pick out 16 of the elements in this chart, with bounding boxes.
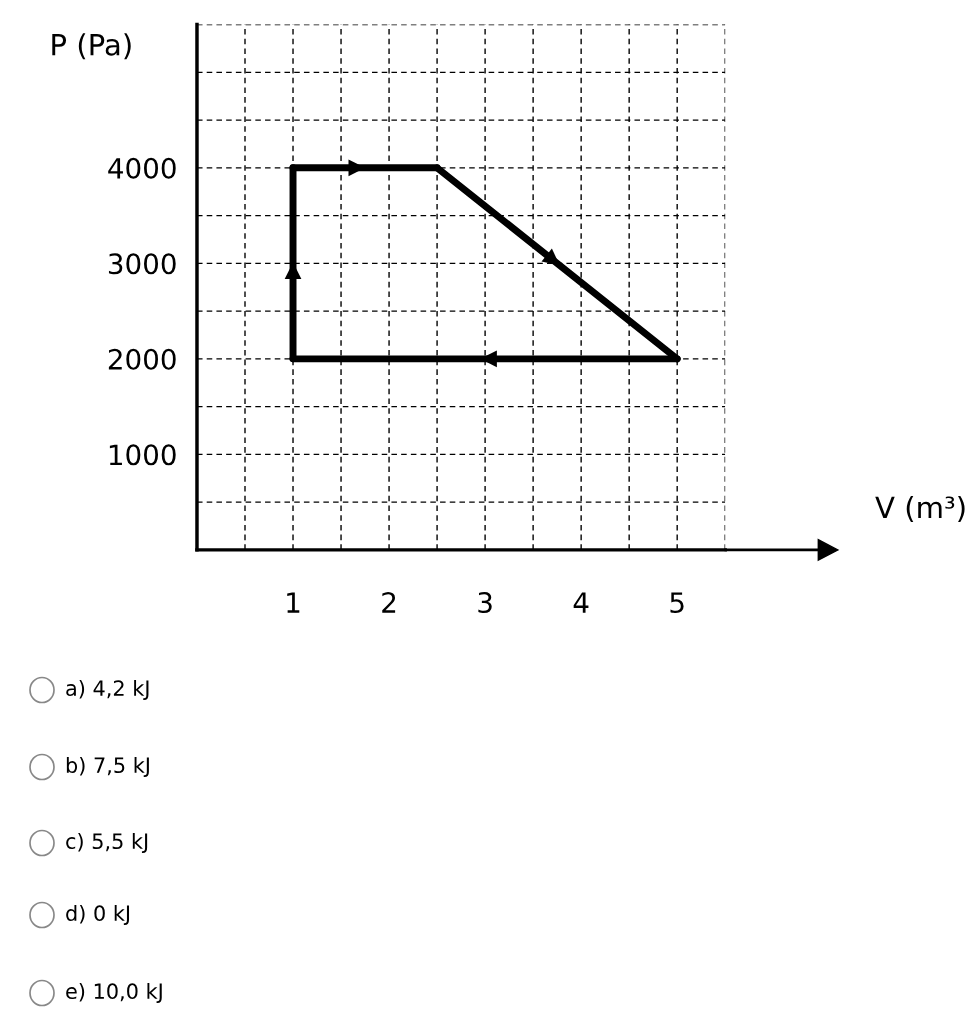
text: a) 4,2 kJ (66, 679, 149, 700)
x-tick-label: 2 (382, 592, 396, 613)
y-axis-title: P (Pa) (52, 33, 131, 60)
y-tick-label: 2000 (108, 348, 176, 370)
text: d) 0 kJ (66, 904, 130, 925)
text: c) 5,5 kJ (66, 832, 148, 853)
x-tick-label: 4 (573, 592, 589, 613)
text: b) 7,5 kJ (66, 756, 149, 777)
x-tick-label: 5 (670, 592, 684, 614)
text: V (m³) (875, 495, 965, 522)
x-tick-label: 3 (478, 592, 492, 614)
text: e) 10,0 kJ (66, 982, 162, 1003)
y-tick-label: 1000 (109, 444, 176, 466)
y-tick-label: 4000 (108, 157, 176, 179)
x-tick-label: 1 (287, 592, 300, 613)
y-tick-label: 3000 (108, 253, 176, 275)
